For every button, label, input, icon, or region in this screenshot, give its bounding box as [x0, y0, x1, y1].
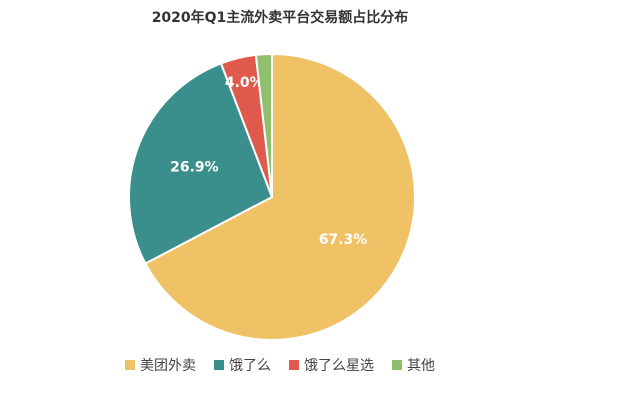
- legend-swatch: [214, 360, 224, 370]
- chart-title: 2020年Q1主流外卖平台交易额占比分布: [152, 9, 409, 26]
- data-label: 4.0%: [225, 75, 264, 91]
- legend: 美团外卖 饿了么 饿了么星选 其他: [0, 355, 560, 375]
- pie-slice: [254, 52, 273, 198]
- legend-item: 其他: [392, 355, 435, 375]
- chart: 2020年Q1主流外卖平台交易额占比分布 67.3% 26.9% 4.0%: [128, 9, 416, 341]
- legend-label: 饿了么星选: [304, 358, 374, 374]
- legend-label: 美团外卖: [140, 358, 196, 374]
- data-label: 67.3%: [319, 232, 368, 248]
- pie-slice: [128, 62, 274, 265]
- data-label: 26.9%: [170, 160, 219, 176]
- legend-swatch: [289, 360, 299, 370]
- legend-swatch: [125, 360, 135, 370]
- legend-label: 其他: [407, 358, 435, 374]
- legend-label: 饿了么: [229, 358, 271, 374]
- pie-slice: [144, 52, 416, 341]
- legend-item: 饿了么: [214, 355, 271, 375]
- legend-swatch: [392, 360, 402, 370]
- legend-item: 美团外卖: [125, 355, 196, 375]
- legend-item: 饿了么星选: [289, 355, 374, 375]
